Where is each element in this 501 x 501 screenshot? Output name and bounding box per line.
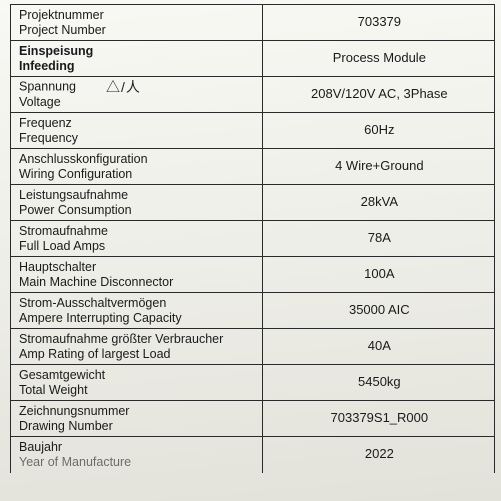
label-de: Einspeisung: [19, 44, 256, 58]
table-row: LeistungsaufnahmePower Consumption28kVA: [11, 185, 495, 221]
row-label: Spannung△/人Voltage: [11, 77, 263, 113]
label-en: Frequency: [19, 131, 256, 145]
label-en: Full Load Amps: [19, 239, 256, 253]
spec-table: ProjektnummerProject Number703379Einspei…: [10, 4, 495, 473]
spec-table-body: ProjektnummerProject Number703379Einspei…: [11, 5, 495, 473]
label-de: Baujahr: [19, 440, 256, 454]
spec-plate: ProjektnummerProject Number703379Einspei…: [0, 0, 501, 501]
table-row: HauptschalterMain Machine Disconnector10…: [11, 257, 495, 293]
row-label: Strom-AusschaltvermögenAmpere Interrupti…: [11, 293, 263, 329]
label-en: Wiring Configuration: [19, 167, 256, 181]
row-label: LeistungsaufnahmePower Consumption: [11, 185, 263, 221]
table-row: Strom-AusschaltvermögenAmpere Interrupti…: [11, 293, 495, 329]
label-en: Infeeding: [19, 59, 256, 73]
label-en: Drawing Number: [19, 419, 256, 433]
row-value: 2022: [262, 437, 494, 473]
table-row: EinspeisungInfeedingProcess Module: [11, 41, 495, 77]
label-en: Voltage: [19, 95, 256, 109]
row-label: HauptschalterMain Machine Disconnector: [11, 257, 263, 293]
label-de: Anschlusskonfiguration: [19, 152, 256, 166]
row-value: 100A: [262, 257, 494, 293]
label-de: Projektnummer: [19, 8, 256, 22]
row-value: 5450kg: [262, 365, 494, 401]
row-label: FrequenzFrequency: [11, 113, 263, 149]
table-row: ProjektnummerProject Number703379: [11, 5, 495, 41]
row-label: ZeichnungsnummerDrawing Number: [11, 401, 263, 437]
row-value: 4 Wire+Ground: [262, 149, 494, 185]
row-value: 78A: [262, 221, 494, 257]
label-de: Zeichnungsnummer: [19, 404, 256, 418]
row-label: BaujahrYear of Manufacture: [11, 437, 263, 473]
label-de: Stromaufnahme: [19, 224, 256, 238]
row-label: ProjektnummerProject Number: [11, 5, 263, 41]
label-en: Main Machine Disconnector: [19, 275, 256, 289]
label-de: Leistungsaufnahme: [19, 188, 256, 202]
row-value: 703379: [262, 5, 494, 41]
table-row: BaujahrYear of Manufacture2022: [11, 437, 495, 473]
row-label: StromaufnahmeFull Load Amps: [11, 221, 263, 257]
label-de: Hauptschalter: [19, 260, 256, 274]
table-row: ZeichnungsnummerDrawing Number703379S1_R…: [11, 401, 495, 437]
label-en: Year of Manufacture: [19, 455, 256, 469]
table-row: GesamtgewichtTotal Weight5450kg: [11, 365, 495, 401]
table-row: FrequenzFrequency60Hz: [11, 113, 495, 149]
label-de: Strom-Ausschaltvermögen: [19, 296, 256, 310]
row-label: AnschlusskonfigurationWiring Configurati…: [11, 149, 263, 185]
row-label: GesamtgewichtTotal Weight: [11, 365, 263, 401]
row-value: 703379S1_R000: [262, 401, 494, 437]
label-de: Stromaufnahme größter Verbraucher: [19, 332, 256, 346]
table-row: Spannung△/人Voltage208V/120V AC, 3Phase: [11, 77, 495, 113]
label-de: Frequenz: [19, 116, 256, 130]
row-label: EinspeisungInfeeding: [11, 41, 263, 77]
row-value: 35000 AIC: [262, 293, 494, 329]
label-en: Project Number: [19, 23, 256, 37]
table-row: AnschlusskonfigurationWiring Configurati…: [11, 149, 495, 185]
row-value: Process Module: [262, 41, 494, 77]
table-row: Stromaufnahme größter VerbraucherAmp Rat…: [11, 329, 495, 365]
row-value: 28kVA: [262, 185, 494, 221]
row-label: Stromaufnahme größter VerbraucherAmp Rat…: [11, 329, 263, 365]
label-en: Amp Rating of largest Load: [19, 347, 256, 361]
label-en: Power Consumption: [19, 203, 256, 217]
label-en: Ampere Interrupting Capacity: [19, 311, 256, 325]
delta-wye-icon: △/人: [106, 79, 141, 95]
table-row: StromaufnahmeFull Load Amps78A: [11, 221, 495, 257]
label-en: Total Weight: [19, 383, 256, 397]
label-de: Gesamtgewicht: [19, 368, 256, 382]
row-value: 60Hz: [262, 113, 494, 149]
row-value: 40A: [262, 329, 494, 365]
label-de: Spannung△/人: [19, 79, 256, 95]
row-value: 208V/120V AC, 3Phase: [262, 77, 494, 113]
